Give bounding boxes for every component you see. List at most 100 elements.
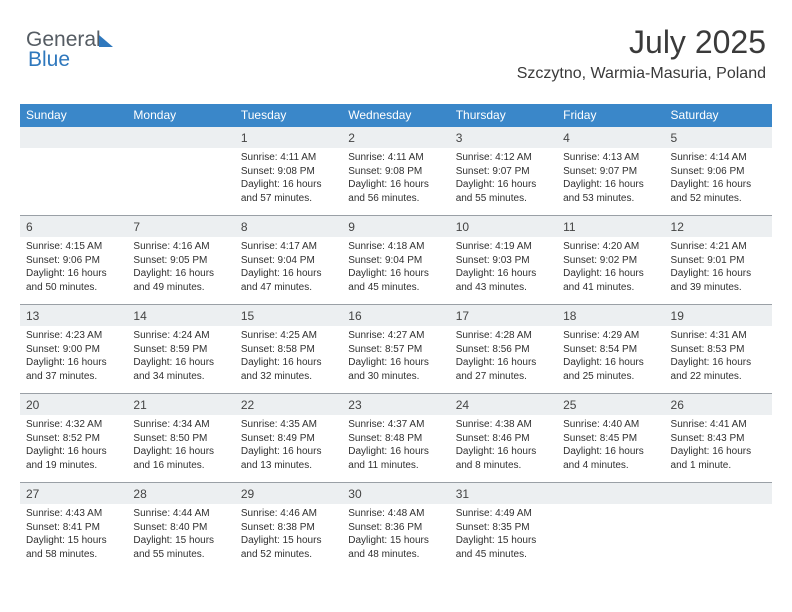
day-cell: 7Sunrise: 4:16 AMSunset: 9:05 PMDaylight… [127, 216, 234, 305]
daylight-line: Daylight: 16 hours and 37 minutes. [26, 356, 121, 383]
sunrise-line: Sunrise: 4:29 AM [563, 329, 658, 343]
day-cell: 2Sunrise: 4:11 AMSunset: 9:08 PMDaylight… [342, 127, 449, 216]
day-cell: 9Sunrise: 4:18 AMSunset: 9:04 PMDaylight… [342, 216, 449, 305]
sunset-line: Sunset: 8:50 PM [133, 432, 228, 446]
day-number: 15 [235, 305, 342, 326]
day-header: Friday [557, 104, 664, 127]
sunset-line: Sunset: 8:43 PM [671, 432, 766, 446]
sunset-line: Sunset: 9:05 PM [133, 254, 228, 268]
daylight-line: Daylight: 16 hours and 39 minutes. [671, 267, 766, 294]
sunset-line: Sunset: 9:07 PM [456, 165, 551, 179]
day-cell: 24Sunrise: 4:38 AMSunset: 8:46 PMDayligh… [450, 394, 557, 483]
sunrise-line: Sunrise: 4:18 AM [348, 240, 443, 254]
day-number: 26 [665, 394, 772, 415]
day-body: Sunrise: 4:11 AMSunset: 9:08 PMDaylight:… [235, 148, 342, 215]
daylight-line: Daylight: 16 hours and 1 minute. [671, 445, 766, 472]
sunrise-line: Sunrise: 4:21 AM [671, 240, 766, 254]
day-number: 21 [127, 394, 234, 415]
week-row: 13Sunrise: 4:23 AMSunset: 9:00 PMDayligh… [20, 305, 772, 394]
sunset-line: Sunset: 8:56 PM [456, 343, 551, 357]
day-number: 4 [557, 127, 664, 148]
day-cell: 30Sunrise: 4:48 AMSunset: 8:36 PMDayligh… [342, 483, 449, 571]
sunset-line: Sunset: 8:36 PM [348, 521, 443, 535]
sunrise-line: Sunrise: 4:14 AM [671, 151, 766, 165]
brand-triangle-icon [99, 35, 113, 47]
day-number: 24 [450, 394, 557, 415]
day-body [127, 148, 234, 208]
day-number: . [127, 127, 234, 148]
sunrise-line: Sunrise: 4:44 AM [133, 507, 228, 521]
daylight-line: Daylight: 16 hours and 53 minutes. [563, 178, 658, 205]
day-body: Sunrise: 4:31 AMSunset: 8:53 PMDaylight:… [665, 326, 772, 393]
day-number: 12 [665, 216, 772, 237]
day-body: Sunrise: 4:14 AMSunset: 9:06 PMDaylight:… [665, 148, 772, 215]
day-cell: 19Sunrise: 4:31 AMSunset: 8:53 PMDayligh… [665, 305, 772, 394]
sunrise-line: Sunrise: 4:11 AM [241, 151, 336, 165]
day-number: 17 [450, 305, 557, 326]
day-body: Sunrise: 4:20 AMSunset: 9:02 PMDaylight:… [557, 237, 664, 304]
daylight-line: Daylight: 16 hours and 11 minutes. [348, 445, 443, 472]
day-body: Sunrise: 4:25 AMSunset: 8:58 PMDaylight:… [235, 326, 342, 393]
sunrise-line: Sunrise: 4:23 AM [26, 329, 121, 343]
day-number: 14 [127, 305, 234, 326]
daylight-line: Daylight: 16 hours and 56 minutes. [348, 178, 443, 205]
day-cell: 1Sunrise: 4:11 AMSunset: 9:08 PMDaylight… [235, 127, 342, 216]
day-cell: . [127, 127, 234, 216]
daylight-line: Daylight: 16 hours and 8 minutes. [456, 445, 551, 472]
daylight-line: Daylight: 16 hours and 41 minutes. [563, 267, 658, 294]
day-number: 28 [127, 483, 234, 504]
daylight-line: Daylight: 16 hours and 47 minutes. [241, 267, 336, 294]
sunset-line: Sunset: 8:49 PM [241, 432, 336, 446]
day-number: 13 [20, 305, 127, 326]
day-cell: 3Sunrise: 4:12 AMSunset: 9:07 PMDaylight… [450, 127, 557, 216]
day-number: 16 [342, 305, 449, 326]
day-body: Sunrise: 4:43 AMSunset: 8:41 PMDaylight:… [20, 504, 127, 571]
daylight-line: Daylight: 16 hours and 45 minutes. [348, 267, 443, 294]
day-number: 29 [235, 483, 342, 504]
day-number: . [20, 127, 127, 148]
day-number: 3 [450, 127, 557, 148]
sunset-line: Sunset: 9:03 PM [456, 254, 551, 268]
sunrise-line: Sunrise: 4:46 AM [241, 507, 336, 521]
day-header: Wednesday [342, 104, 449, 127]
day-body: Sunrise: 4:41 AMSunset: 8:43 PMDaylight:… [665, 415, 772, 482]
day-header: Tuesday [235, 104, 342, 127]
week-row: ..1Sunrise: 4:11 AMSunset: 9:08 PMDaylig… [20, 127, 772, 216]
sunrise-line: Sunrise: 4:40 AM [563, 418, 658, 432]
day-cell: 17Sunrise: 4:28 AMSunset: 8:56 PMDayligh… [450, 305, 557, 394]
day-body: Sunrise: 4:24 AMSunset: 8:59 PMDaylight:… [127, 326, 234, 393]
day-number: 22 [235, 394, 342, 415]
day-number: 5 [665, 127, 772, 148]
day-cell: 18Sunrise: 4:29 AMSunset: 8:54 PMDayligh… [557, 305, 664, 394]
day-cell: 20Sunrise: 4:32 AMSunset: 8:52 PMDayligh… [20, 394, 127, 483]
daylight-line: Daylight: 16 hours and 52 minutes. [671, 178, 766, 205]
day-cell: 11Sunrise: 4:20 AMSunset: 9:02 PMDayligh… [557, 216, 664, 305]
day-cell: . [557, 483, 664, 571]
day-number: 31 [450, 483, 557, 504]
sunrise-line: Sunrise: 4:43 AM [26, 507, 121, 521]
sunset-line: Sunset: 9:01 PM [671, 254, 766, 268]
day-cell: . [665, 483, 772, 571]
day-number: 7 [127, 216, 234, 237]
day-body: Sunrise: 4:12 AMSunset: 9:07 PMDaylight:… [450, 148, 557, 215]
week-row: 6Sunrise: 4:15 AMSunset: 9:06 PMDaylight… [20, 216, 772, 305]
sunrise-line: Sunrise: 4:20 AM [563, 240, 658, 254]
sunrise-line: Sunrise: 4:27 AM [348, 329, 443, 343]
sunrise-line: Sunrise: 4:35 AM [241, 418, 336, 432]
sunrise-line: Sunrise: 4:12 AM [456, 151, 551, 165]
sunrise-line: Sunrise: 4:24 AM [133, 329, 228, 343]
sunrise-line: Sunrise: 4:17 AM [241, 240, 336, 254]
day-number: . [665, 483, 772, 504]
sunrise-line: Sunrise: 4:25 AM [241, 329, 336, 343]
day-body: Sunrise: 4:15 AMSunset: 9:06 PMDaylight:… [20, 237, 127, 304]
calendar: SundayMondayTuesdayWednesdayThursdayFrid… [20, 104, 772, 571]
sunset-line: Sunset: 9:04 PM [241, 254, 336, 268]
sunset-line: Sunset: 8:57 PM [348, 343, 443, 357]
daylight-line: Daylight: 15 hours and 45 minutes. [456, 534, 551, 561]
sunset-line: Sunset: 8:38 PM [241, 521, 336, 535]
daylight-line: Daylight: 16 hours and 50 minutes. [26, 267, 121, 294]
sunset-line: Sunset: 8:46 PM [456, 432, 551, 446]
day-header: Sunday [20, 104, 127, 127]
day-body: Sunrise: 4:32 AMSunset: 8:52 PMDaylight:… [20, 415, 127, 482]
daylight-line: Daylight: 15 hours and 58 minutes. [26, 534, 121, 561]
